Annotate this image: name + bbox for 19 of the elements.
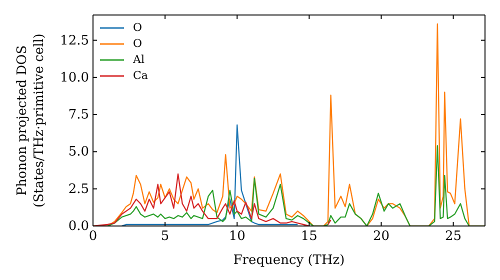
y-tick-label: 10.0 [60,70,89,86]
legend-label: Ca [133,68,148,84]
y-axis-title: Phonon projected DOS (States/THz·primitive cell) [15,33,47,208]
y-tick-label: 7.5 [68,108,89,123]
x-tick-label: 20 [372,229,390,244]
x-tick-label: 25 [445,229,462,244]
legend-label: O [133,20,142,36]
legend-label: Al [133,52,144,68]
y-tick-label: 5.0 [68,144,89,160]
legend-label: O [133,36,142,52]
x-tick-label: 10 [228,229,246,244]
y-tick-label: 0.0 [68,219,89,234]
x-tick-label: 15 [300,229,318,244]
x-axis-title: Frequency (THz) [233,253,345,268]
line-series [121,124,298,226]
y-tick-label: 2.5 [68,182,89,197]
x-tick-label: 0 [88,229,98,244]
y-tick-label: 12.5 [60,33,89,48]
x-tick-label: 5 [160,229,170,244]
